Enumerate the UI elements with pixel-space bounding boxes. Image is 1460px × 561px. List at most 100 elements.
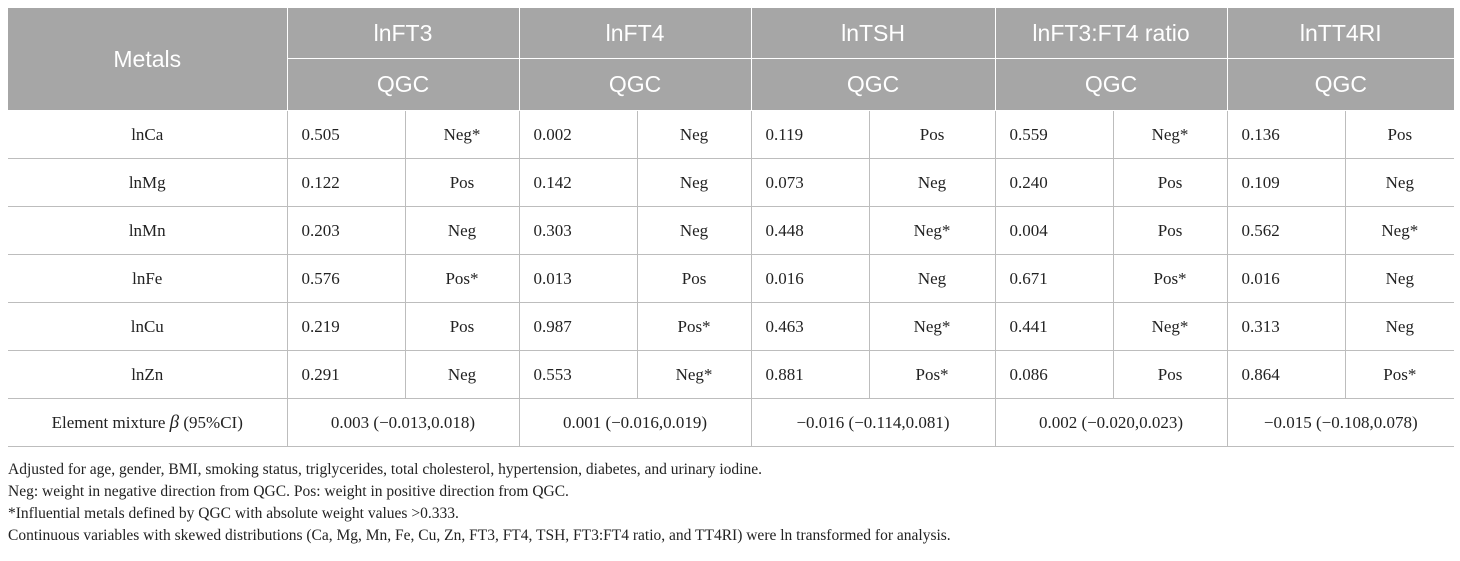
table-row: lnCu 0.219 Pos 0.987 Pos* 0.463 Neg* 0.441 Neg* 0…: [8, 302, 1455, 351]
weight-direction-cell: Neg: [637, 110, 752, 159]
weight-direction-cell: Pos: [1113, 206, 1228, 255]
subheader-qgc: QGC: [1227, 58, 1455, 111]
weight-direction-cell: Neg*: [869, 302, 996, 351]
metal-name-cell: lnCu: [8, 302, 288, 351]
table-footnotes: Adjusted for age, gender, BMI, smoking s…: [8, 459, 1454, 547]
metal-name-cell: lnMg: [8, 158, 288, 207]
weight-value-cell: 0.136: [1227, 110, 1346, 159]
table-row: lnZn 0.291 Neg 0.553 Neg* 0.881 Pos* 0.086 Pos 0.…: [8, 350, 1455, 399]
weight-value-cell: 0.864: [1227, 350, 1346, 399]
weight-value-cell: 0.505: [287, 110, 406, 159]
weight-direction-cell: Pos: [1345, 110, 1455, 159]
mixture-ci-text: (95%CI): [179, 412, 243, 432]
weight-value-cell: 0.109: [1227, 158, 1346, 207]
weight-direction-cell: Pos*: [405, 254, 520, 303]
beta-symbol: β: [169, 411, 180, 433]
weight-direction-cell: Pos*: [869, 350, 996, 399]
weight-value-cell: 0.013: [519, 254, 638, 303]
mixture-beta-cell: −0.016 (−0.114,0.081): [751, 398, 996, 447]
weight-value-cell: 0.559: [995, 110, 1114, 159]
weight-direction-cell: Neg*: [637, 350, 752, 399]
weight-value-cell: 0.291: [287, 350, 406, 399]
weight-value-cell: 0.553: [519, 350, 638, 399]
weight-direction-cell: Pos: [1113, 158, 1228, 207]
table-header: Metals lnFT3 lnFT4 lnTSH lnFT3:FT4 ratio…: [8, 8, 1455, 111]
weight-direction-cell: Pos: [637, 254, 752, 303]
weight-value-cell: 0.303: [519, 206, 638, 255]
weight-value-cell: 0.562: [1227, 206, 1346, 255]
header-lnft3: lnFT3: [287, 8, 520, 59]
mixture-beta-cell: −0.015 (−0.108,0.078): [1227, 398, 1455, 447]
weight-value-cell: 0.016: [751, 254, 870, 303]
mixture-beta-cell: 0.002 (−0.020,0.023): [995, 398, 1228, 447]
weight-direction-cell: Neg: [405, 350, 520, 399]
results-table-container: Metals lnFT3 lnFT4 lnTSH lnFT3:FT4 ratio…: [8, 8, 1455, 547]
weight-direction-cell: Pos*: [1113, 254, 1228, 303]
weight-value-cell: 0.671: [995, 254, 1114, 303]
weight-value-cell: 0.004: [995, 206, 1114, 255]
weight-direction-cell: Pos: [1113, 350, 1228, 399]
weight-value-cell: 0.448: [751, 206, 870, 255]
weight-direction-cell: Neg*: [1345, 206, 1455, 255]
mixture-beta-cell: 0.001 (−0.016,0.019): [519, 398, 752, 447]
metal-name-cell: lnMn: [8, 206, 288, 255]
weight-direction-cell: Neg*: [1113, 302, 1228, 351]
metal-name-cell: lnFe: [8, 254, 288, 303]
weight-direction-cell: Neg: [637, 206, 752, 255]
weight-value-cell: 0.086: [995, 350, 1114, 399]
mixture-label-cell: Element mixture β (95%CI): [8, 398, 288, 447]
weight-direction-cell: Neg: [1345, 254, 1455, 303]
table-row: lnMg 0.122 Pos 0.142 Neg 0.073 Neg 0.240 Pos 0.10…: [8, 158, 1455, 207]
results-table: Metals lnFT3 lnFT4 lnTSH lnFT3:FT4 ratio…: [8, 8, 1455, 447]
table-row: lnCa 0.505 Neg* 0.002 Neg 0.119 Pos 0.559 Neg* 0.…: [8, 110, 1455, 159]
weight-direction-cell: Pos: [869, 110, 996, 159]
weight-value-cell: 0.219: [287, 302, 406, 351]
weight-value-cell: 0.203: [287, 206, 406, 255]
metal-name-cell: lnCa: [8, 110, 288, 159]
weight-direction-cell: Neg: [637, 158, 752, 207]
weight-direction-cell: Neg*: [869, 206, 996, 255]
weight-direction-cell: Neg: [1345, 158, 1455, 207]
weight-value-cell: 0.441: [995, 302, 1114, 351]
weight-value-cell: 0.002: [519, 110, 638, 159]
weight-value-cell: 0.119: [751, 110, 870, 159]
mixture-beta-cell: 0.003 (−0.013,0.018): [287, 398, 520, 447]
header-metals: Metals: [8, 8, 288, 111]
weight-direction-cell: Neg: [869, 158, 996, 207]
weight-direction-cell: Pos: [405, 158, 520, 207]
footnote-neg-pos: Neg: weight in negative direction from Q…: [8, 483, 569, 500]
weight-direction-cell: Pos: [405, 302, 520, 351]
mixture-label-text: Element mixture: [51, 412, 170, 432]
weight-direction-cell: Pos*: [1345, 350, 1455, 399]
footnote-adjusted: Adjusted for age, gender, BMI, smoking s…: [8, 461, 762, 478]
table-row: lnMn 0.203 Neg 0.303 Neg 0.448 Neg* 0.004 Pos 0.5…: [8, 206, 1455, 255]
header-lntsh: lnTSH: [751, 8, 996, 59]
table-row-mixture: Element mixture β (95%CI) 0.003 (−0.013,0…: [8, 398, 1455, 447]
weight-direction-cell: Neg*: [405, 110, 520, 159]
subheader-qgc: QGC: [519, 58, 752, 111]
weight-value-cell: 0.142: [519, 158, 638, 207]
weight-value-cell: 0.122: [287, 158, 406, 207]
metal-name-cell: lnZn: [8, 350, 288, 399]
weight-value-cell: 0.881: [751, 350, 870, 399]
weight-value-cell: 0.576: [287, 254, 406, 303]
footnote-influential: *Influential metals defined by QGC with …: [8, 505, 459, 522]
weight-value-cell: 0.463: [751, 302, 870, 351]
subheader-qgc: QGC: [995, 58, 1228, 111]
subheader-qgc: QGC: [751, 58, 996, 111]
header-lnft4: lnFT4: [519, 8, 752, 59]
table-body: lnCa 0.505 Neg* 0.002 Neg 0.119 Pos 0.559 Neg* 0.…: [8, 110, 1455, 447]
weight-value-cell: 0.313: [1227, 302, 1346, 351]
weight-direction-cell: Pos*: [637, 302, 752, 351]
weight-value-cell: 0.987: [519, 302, 638, 351]
weight-direction-cell: Neg: [869, 254, 996, 303]
subheader-qgc: QGC: [287, 58, 520, 111]
weight-direction-cell: Neg: [405, 206, 520, 255]
weight-value-cell: 0.073: [751, 158, 870, 207]
weight-direction-cell: Neg*: [1113, 110, 1228, 159]
table-row: lnFe 0.576 Pos* 0.013 Pos 0.016 Neg 0.671 Pos* 0.…: [8, 254, 1455, 303]
weight-direction-cell: Neg: [1345, 302, 1455, 351]
header-lnft3-ft4-ratio: lnFT3:FT4 ratio: [995, 8, 1228, 59]
weight-value-cell: 0.240: [995, 158, 1114, 207]
weight-value-cell: 0.016: [1227, 254, 1346, 303]
